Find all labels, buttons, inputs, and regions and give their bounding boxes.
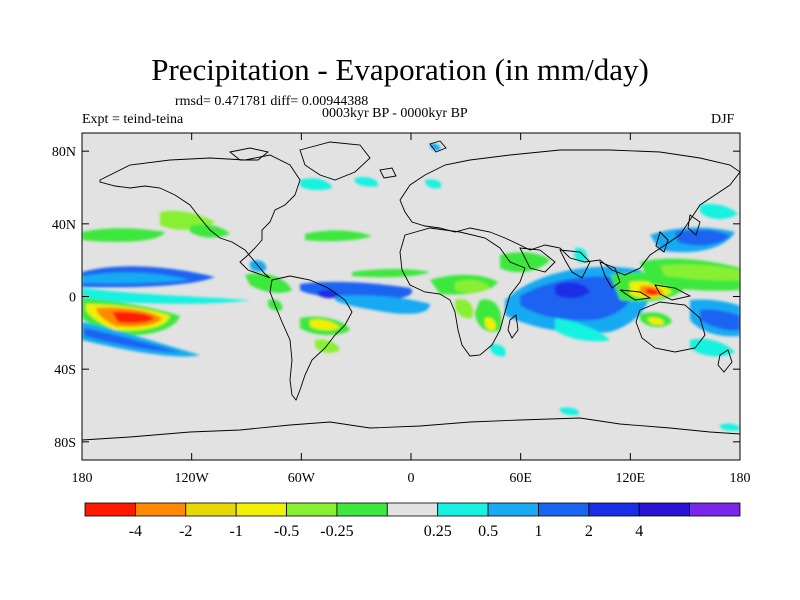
continent-outline <box>717 349 733 373</box>
continent-outline <box>619 289 652 301</box>
colorbar-label: -1 <box>229 523 242 540</box>
anomaly-region <box>555 318 610 342</box>
anomaly-region <box>660 264 740 281</box>
continent-outline <box>519 247 556 273</box>
anomaly-region <box>484 317 496 331</box>
colorbar-label: 0.5 <box>478 523 498 540</box>
colorbar-swatch <box>185 502 237 517</box>
anomaly-region <box>315 339 340 353</box>
continent-outline <box>228 147 270 161</box>
anomaly-region <box>352 269 430 278</box>
colorbar-swatch <box>386 502 439 517</box>
anomaly-region <box>425 179 442 189</box>
anomaly-region <box>355 177 379 187</box>
anomaly-region <box>700 204 738 220</box>
colorbar: -4 -2 -1 -0.5 -0.25 0.25 0.5 1 2 4 <box>84 502 741 540</box>
longitude-axis: 180 120W 60W 0 60E 120E 180 <box>72 133 751 486</box>
continent-outline <box>559 249 591 279</box>
colorbar-label: -2 <box>179 523 192 540</box>
lon-tick-label: 60E <box>509 471 532 486</box>
continent-outline <box>507 314 519 339</box>
lon-tick-label: 180 <box>730 471 751 486</box>
anomaly-region <box>560 407 579 416</box>
anomaly-region <box>490 344 506 357</box>
colorbar-label: -4 <box>129 523 142 540</box>
stats-text: rmsd= 0.471781 diff= 0.00944388 <box>175 94 369 109</box>
anomaly-region <box>82 228 165 242</box>
continent-outline <box>599 261 621 289</box>
colorbar-label: 0.25 <box>424 523 452 540</box>
continent-outline <box>299 141 371 181</box>
colorbar-label: -0.5 <box>274 523 299 540</box>
anomaly-field-layer <box>82 143 740 431</box>
season-label: DJF <box>711 112 735 127</box>
anomaly-region <box>455 299 474 319</box>
colorbar-label: -0.25 <box>320 523 353 540</box>
lat-tick-label: 80S <box>54 436 76 451</box>
anomaly-region <box>310 319 340 331</box>
colorbar-swatch <box>84 502 136 517</box>
lat-tick-label: 80N <box>52 145 76 160</box>
colorbar-swatch <box>538 502 590 517</box>
continent-outline <box>82 417 740 441</box>
colorbar-swatch <box>487 502 539 517</box>
continent-outline <box>269 275 353 401</box>
anomaly-region <box>720 423 740 431</box>
anomaly-region <box>430 143 441 151</box>
lon-tick-label: 0 <box>408 471 415 486</box>
anomaly-region <box>112 311 154 323</box>
continent-outline <box>635 301 706 353</box>
colorbar-swatch <box>588 502 640 517</box>
continent-outline <box>399 149 740 276</box>
anomaly-region <box>300 178 332 191</box>
anomaly-region <box>84 328 180 352</box>
colorbar-swatch <box>689 502 741 517</box>
anomaly-region <box>82 322 200 357</box>
period-subtitle: 0003kyr BP - 0000kyr BP <box>322 106 468 121</box>
lon-tick-label: 120W <box>175 471 210 486</box>
continent-outline <box>655 231 669 253</box>
continent-outline <box>654 284 692 301</box>
colorbar-swatch <box>638 502 691 517</box>
continent-outline <box>687 214 701 236</box>
anomaly-region <box>500 252 550 273</box>
anomaly-region <box>82 288 250 304</box>
lat-tick-label: 40S <box>54 363 76 378</box>
anomaly-region <box>305 230 372 242</box>
anomaly-region <box>648 317 664 325</box>
anomaly-region <box>245 273 292 293</box>
anomaly-region <box>520 276 634 321</box>
anomaly-region <box>82 272 190 284</box>
anomaly-region <box>675 229 730 246</box>
continent-outline <box>99 154 301 279</box>
colorbar-label: 1 <box>534 523 542 540</box>
lat-tick-label: 0 <box>69 291 76 306</box>
anomaly-region <box>690 338 735 357</box>
colorbar-swatch <box>235 502 287 517</box>
coastlines <box>82 140 740 441</box>
colorbar-swatch <box>286 502 338 517</box>
anomaly-region <box>455 280 490 293</box>
anomaly-region <box>700 309 740 331</box>
colorbar-swatch <box>437 502 489 517</box>
anomaly-region <box>555 282 590 299</box>
latitude-axis: 80N 40N 0 40S 80S <box>52 145 740 451</box>
anomaly-region <box>335 295 430 314</box>
continent-outline <box>379 167 397 179</box>
continent-outline <box>429 140 447 153</box>
colorbar-label: 2 <box>585 523 593 540</box>
continent-outline <box>399 227 526 357</box>
figure-title: Precipitation - Evaporation (in mm/day) <box>151 52 649 87</box>
lon-tick-label: 60W <box>288 471 316 486</box>
lon-tick-label: 180 <box>72 471 93 486</box>
colorbar-label: 4 <box>635 523 643 540</box>
anomaly-region <box>646 288 659 295</box>
lat-tick-label: 40N <box>52 218 76 233</box>
experiment-label: Expt = teind-teina <box>82 112 184 127</box>
lon-tick-label: 120E <box>616 471 646 486</box>
colorbar-swatch <box>336 502 388 517</box>
colorbar-swatch <box>134 502 187 517</box>
anomaly-region <box>190 224 230 238</box>
